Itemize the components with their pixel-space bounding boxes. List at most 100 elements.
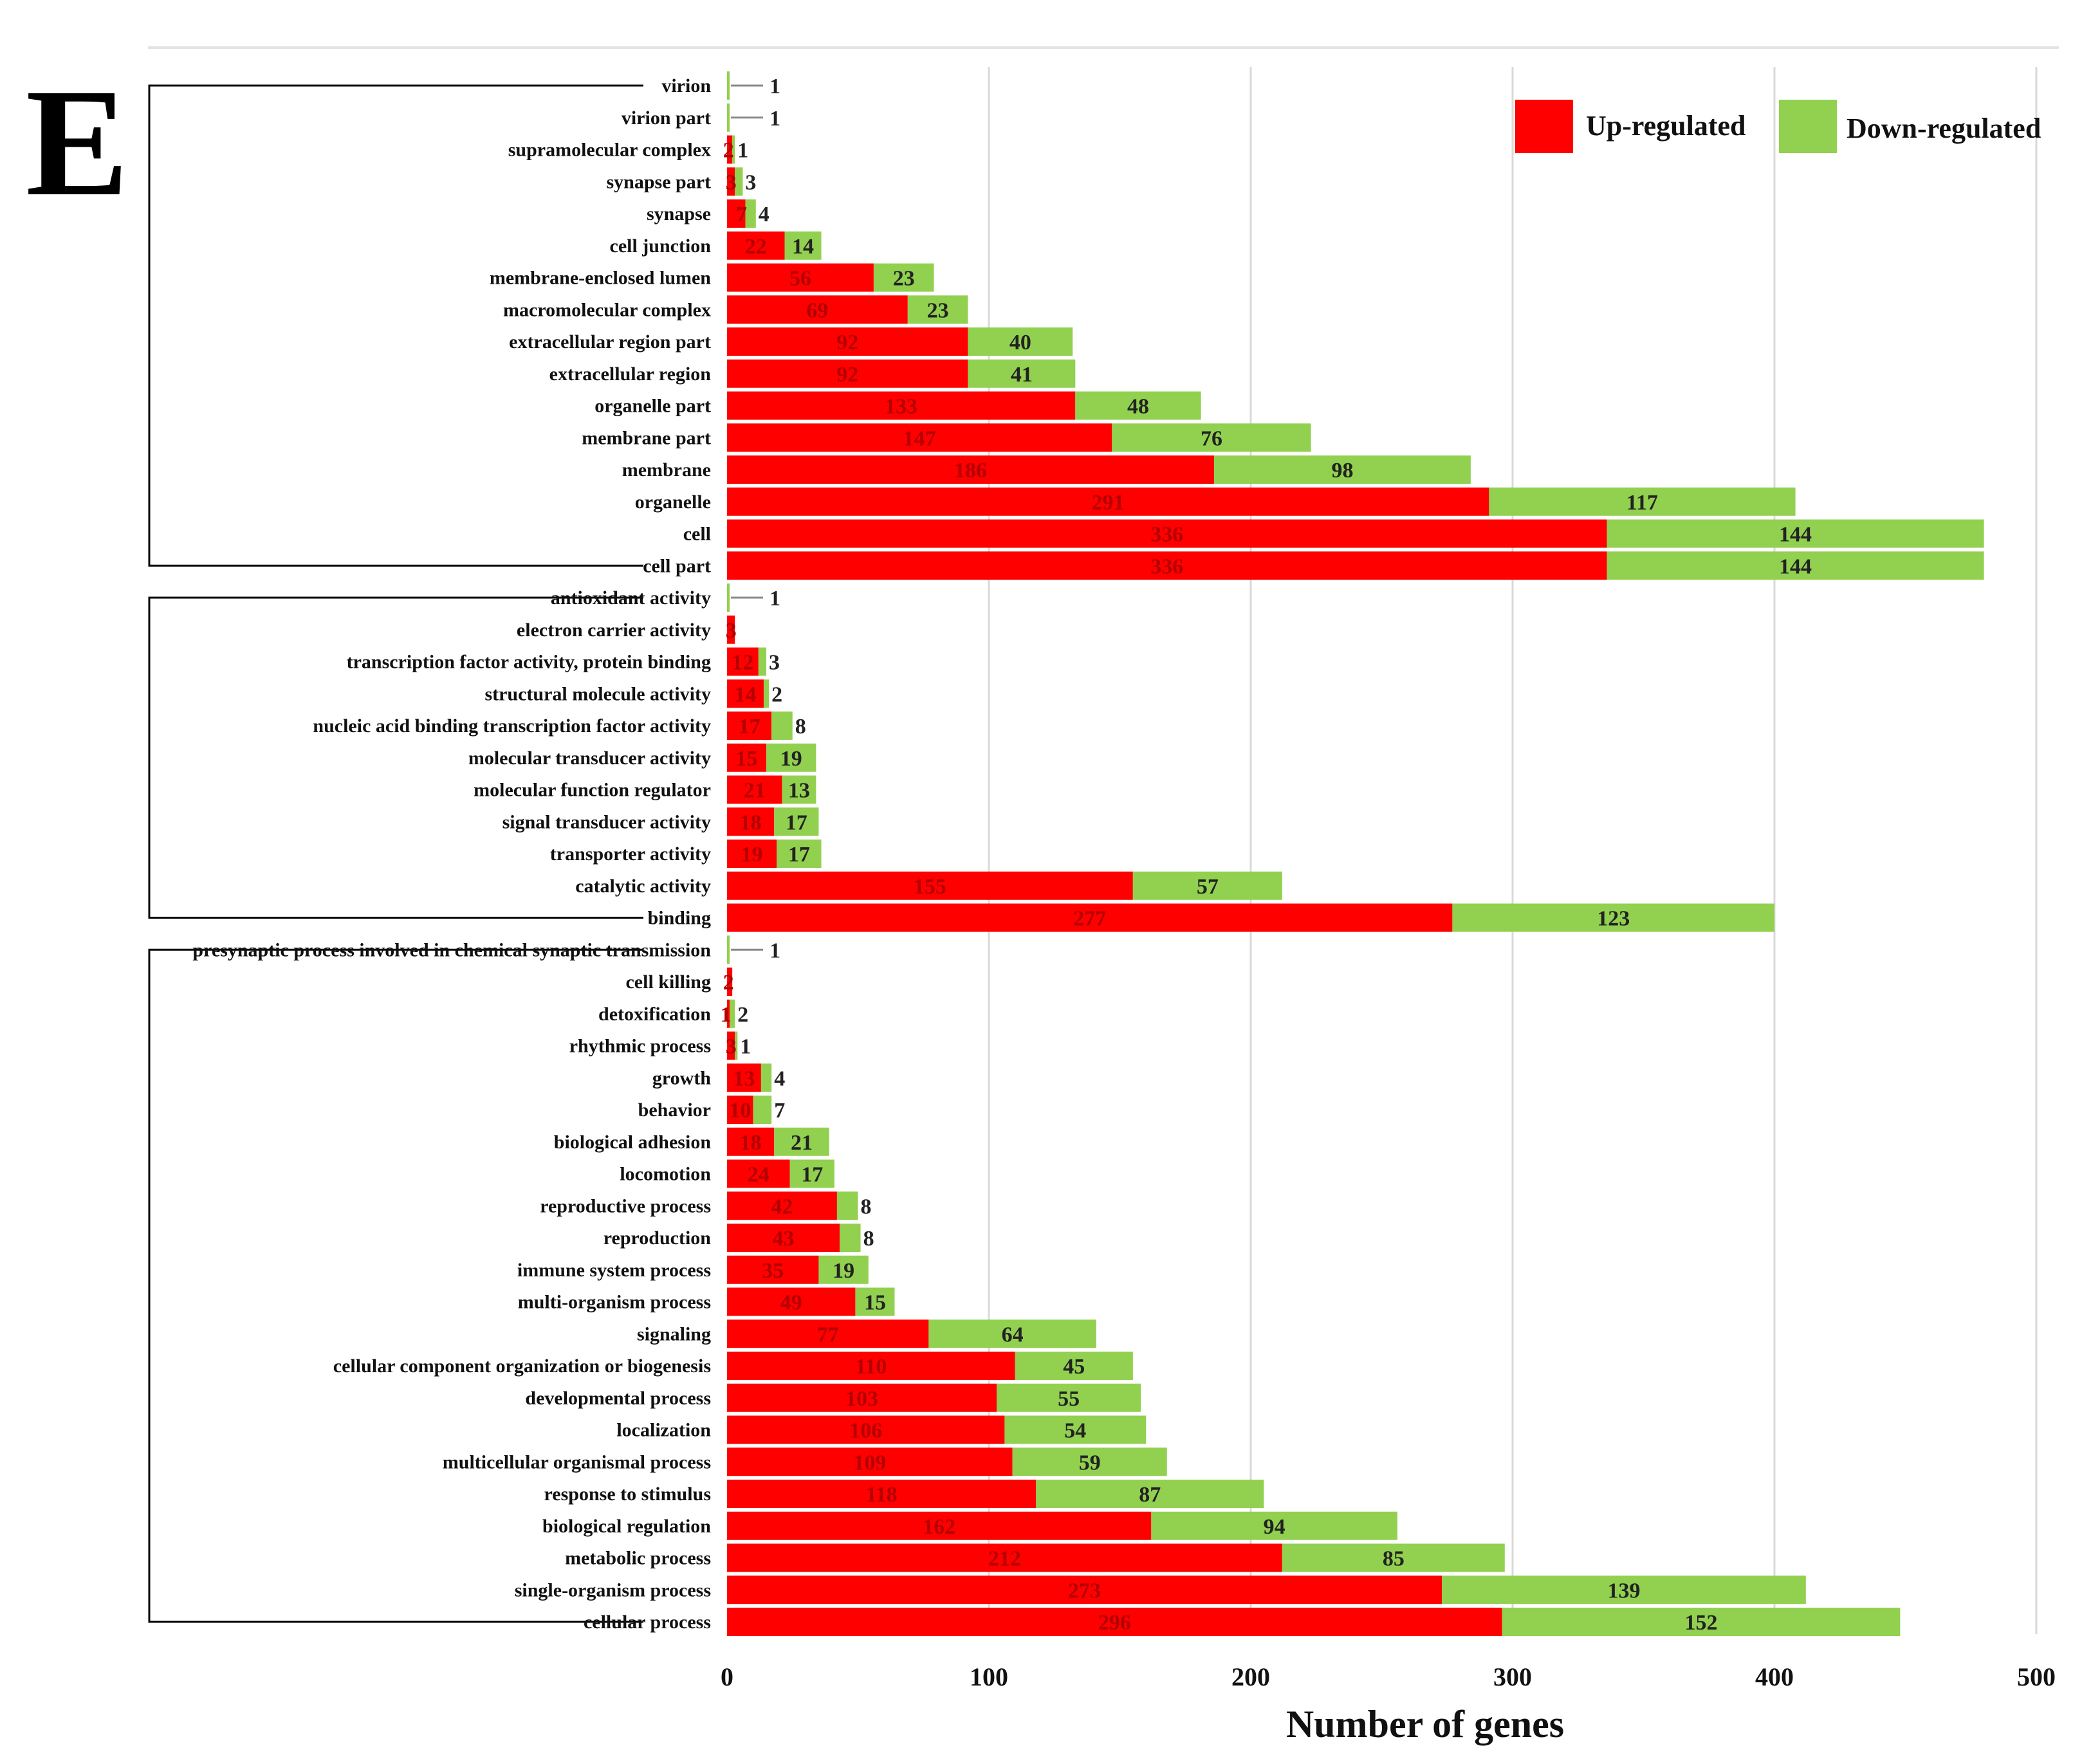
bar-down-regulated: [727, 103, 730, 132]
bar-up-regulated: [727, 1480, 1036, 1508]
category-label: molecular transducer activity: [468, 748, 711, 769]
bar-up-regulated: [727, 1576, 1442, 1604]
bar-up-regulated: [727, 391, 1076, 420]
category-label: virion: [661, 75, 711, 96]
bar-down-regulated: [774, 1127, 829, 1156]
bar-value-label-down: 8: [795, 715, 806, 739]
x-axis-title: Number of genes: [1286, 1703, 1564, 1745]
bar-up-regulated: [727, 487, 1489, 516]
bar-value-label-down: 94: [1264, 1515, 1285, 1539]
category-label: extracellular region: [549, 363, 712, 385]
bar-up-regulated: [727, 1063, 761, 1092]
bar-down-regulated: [1112, 423, 1311, 452]
bar-value-label-down: 123: [1597, 907, 1630, 931]
bar-value-label-down: 8: [861, 1195, 872, 1218]
bar-value-label-up: 14: [734, 683, 756, 706]
bar-down-regulated: [1012, 1447, 1167, 1476]
bar-value-label-up: 18: [740, 1131, 762, 1155]
bar-up-regulated: [727, 775, 782, 804]
bar-down-regulated: [928, 1319, 1096, 1348]
bar-down-regulated: [753, 1096, 772, 1124]
category-label: membrane: [622, 459, 711, 481]
bar-down-regulated: [735, 1031, 738, 1060]
x-tick-label-300: 300: [1493, 1662, 1532, 1691]
bar-up-regulated: [727, 743, 767, 772]
bar-value-label-down: 54: [1064, 1419, 1086, 1443]
category-label: organelle: [635, 492, 711, 513]
bar-up-regulated: [727, 295, 908, 324]
bar-value-label-down: 19: [833, 1259, 854, 1283]
bar-value-label-down: 1: [769, 587, 780, 611]
gridlines: [988, 67, 2038, 1634]
bar-value-label-down: 1: [737, 139, 748, 163]
category-label: multicellular organismal process: [443, 1451, 711, 1473]
bar-up-regulated: [727, 551, 1607, 580]
bar-down-regulated: [789, 1159, 834, 1188]
bar-down-regulated: [1132, 871, 1282, 900]
bar-value-label-up: 155: [914, 875, 946, 899]
bar-value-label-up: 12: [732, 651, 753, 675]
bar-down-regulated: [730, 999, 735, 1028]
category-label: biological adhesion: [554, 1132, 712, 1153]
bar-down-regulated: [763, 679, 769, 708]
bar-value-label-up: 3: [726, 170, 737, 194]
x-tick-label-500: 500: [2017, 1662, 2056, 1691]
bar-value-label-up: 118: [866, 1483, 898, 1507]
bar-up-regulated: [727, 423, 1112, 452]
bar-value-label-up: 19: [741, 843, 763, 867]
bar-value-label-up: 291: [1092, 491, 1125, 515]
bar-value-label-down: 139: [1607, 1579, 1640, 1603]
bar-down-regulated: [727, 935, 730, 964]
bar-value-label-down: 3: [745, 170, 756, 194]
category-label: electron carrier activity: [517, 620, 711, 641]
bar-down-regulated: [760, 1063, 772, 1092]
category-label: immune system process: [517, 1260, 711, 1281]
category-label: single-organism process: [515, 1579, 711, 1601]
bar-down-regulated: [771, 712, 793, 740]
bar-value-label-up: 43: [773, 1227, 795, 1251]
bar-down-regulated: [1036, 1480, 1264, 1508]
bar-value-label-up: 106: [849, 1419, 882, 1443]
bar-down-regulated: [727, 583, 730, 612]
bar-value-label-down: 15: [864, 1291, 886, 1315]
bar-up-regulated: [727, 1447, 1013, 1476]
bar-value-label-down: 40: [1009, 331, 1031, 354]
bar-up-regulated: [727, 647, 759, 676]
category-label: binding: [648, 908, 711, 929]
bar-up-regulated: [727, 679, 764, 708]
bar-value-label-down: 144: [1779, 523, 1812, 547]
bar-up-regulated: [727, 807, 775, 836]
bar-up-regulated: [727, 135, 733, 164]
bar-value-label-down: 2: [771, 683, 782, 706]
x-tick-label-400: 400: [1755, 1662, 1794, 1691]
category-brackets: [148, 84, 643, 1623]
bar-up-regulated: [727, 359, 968, 388]
category-label: antioxidant activity: [551, 587, 711, 609]
legend-swatch-down-regulated: [1779, 100, 1837, 153]
bar-up-regulated: [727, 1255, 819, 1284]
bar-up-regulated: [727, 903, 1453, 932]
bar-down-regulated: [758, 647, 767, 676]
bar-value-label-down: 41: [1011, 363, 1033, 387]
bar-value-label-down: 45: [1063, 1355, 1085, 1379]
bar-down-regulated: [1004, 1415, 1147, 1444]
bar-value-label-up: 109: [853, 1451, 886, 1475]
category-label: biological regulation: [542, 1516, 711, 1537]
bar-value-label-up: 336: [1150, 523, 1183, 547]
bar-up-regulated: [727, 1543, 1282, 1572]
bar-value-label-up: 7: [736, 203, 747, 226]
bar-up-regulated: [727, 968, 733, 996]
group-bracket: [148, 84, 643, 567]
bar-value-label-up: 49: [780, 1291, 802, 1315]
bar-value-label-down: 21: [791, 1131, 813, 1155]
bar-up-regulated: [727, 1415, 1005, 1444]
category-label: transporter activity: [550, 843, 711, 865]
category-label: presynaptic process involved in chemical…: [192, 939, 711, 960]
bar-value-label-down: 1: [769, 107, 780, 131]
bar-down-regulated: [1607, 519, 1984, 548]
category-label: virion part: [622, 107, 711, 129]
bar-value-label-up: 15: [736, 747, 758, 771]
bar-value-label-up: 10: [729, 1099, 751, 1123]
